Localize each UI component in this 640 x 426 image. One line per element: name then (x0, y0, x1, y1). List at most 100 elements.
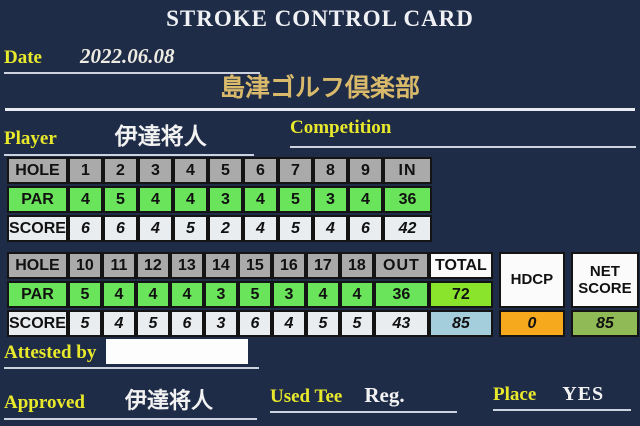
back-score-sum: 43 (373, 310, 429, 337)
hole-cell: 2 (103, 157, 138, 184)
score-row-header: SCORE (7, 310, 68, 337)
hole-row-header: HOLE (7, 157, 68, 184)
hole-cell: 14 (203, 252, 238, 279)
back-score-row: SCORE 5 4 5 6 3 6 4 5 5 43 85 (7, 310, 493, 337)
score-cell: 6 (169, 310, 204, 337)
par-cell: 3 (271, 281, 306, 308)
net-score-header: NET SCORE (570, 252, 639, 308)
back-nine-section: HOLE 10 11 12 13 14 15 16 17 18 OUT TOTA… (7, 250, 639, 339)
approved-field: Approved 伊達将人 (4, 383, 257, 420)
hdcp-value: 0 (498, 310, 565, 337)
hole-cell: 1 (68, 157, 103, 184)
par-row-header: PAR (7, 186, 68, 213)
hole-cell: 16 (271, 252, 306, 279)
club-name: 島津ゴルフ倶楽部 (219, 74, 420, 102)
score-cell: 6 (68, 215, 103, 242)
par-cell: 3 (313, 186, 348, 213)
par-cell: 3 (203, 281, 238, 308)
place-value: YES (562, 383, 605, 405)
hole-cell: 18 (339, 252, 374, 279)
back-par-sum: 36 (373, 281, 429, 308)
hole-cell: 10 (67, 252, 102, 279)
hole-cell: 3 (138, 157, 173, 184)
score-cell: 5 (67, 310, 102, 337)
player-label: Player (4, 128, 57, 149)
front-par-row: PAR 4 5 4 4 3 4 5 3 4 36 (7, 186, 432, 213)
front-hole-row: HOLE 1 2 3 4 5 6 7 8 9 IN (7, 157, 432, 184)
par-cell: 5 (237, 281, 272, 308)
par-cell: 4 (339, 281, 374, 308)
competition-field[interactable]: Competition (290, 117, 636, 148)
score-cell: 4 (101, 310, 136, 337)
place-label: Place (493, 384, 537, 405)
score-cell: 5 (135, 310, 170, 337)
hdcp-header: HDCP (498, 252, 565, 308)
par-cell: 5 (103, 186, 138, 213)
par-cell: 4 (169, 281, 204, 308)
par-row-header: PAR (7, 281, 68, 308)
date-value: 2022.06.08 (79, 44, 175, 68)
par-cell: 5 (67, 281, 102, 308)
approved-label: Approved (4, 392, 85, 413)
approved-name: 伊達将人 (124, 388, 213, 413)
back-par-row: PAR 5 4 4 4 3 5 3 4 4 36 72 (7, 281, 493, 308)
net-score-column: NET SCORE 85 (570, 252, 639, 339)
hole-row-header: HOLE (7, 252, 68, 279)
par-cell: 5 (278, 186, 313, 213)
hole-cell: 4 (173, 157, 208, 184)
par-cell: 4 (243, 186, 278, 213)
hole-cell: 17 (305, 252, 340, 279)
score-cell: 2 (208, 215, 243, 242)
page-title: STROKE CONTROL CARD (166, 6, 474, 31)
hole-cell: 8 (313, 157, 348, 184)
total-header: TOTAL (428, 252, 493, 279)
hole-cell: 9 (348, 157, 383, 184)
par-cell: 4 (101, 281, 136, 308)
hole-cell: 12 (135, 252, 170, 279)
par-cell: 4 (138, 186, 173, 213)
par-total: 72 (428, 281, 493, 308)
score-cell: 6 (237, 310, 272, 337)
front-score-sum: 42 (383, 215, 432, 242)
place-field: Place YES (493, 383, 631, 411)
front-score-row: SCORE 6 6 4 5 2 4 5 4 6 42 (7, 215, 432, 242)
hole-cell: 5 (208, 157, 243, 184)
par-cell: 4 (348, 186, 383, 213)
used-tee-value: Reg. (364, 383, 405, 407)
net-score-value: 85 (570, 310, 639, 337)
player-name: 伊達将人 (114, 123, 207, 149)
par-cell: 4 (135, 281, 170, 308)
club-name-field: 島津ゴルフ倶楽部 (5, 68, 635, 111)
front-par-sum: 36 (383, 186, 432, 213)
score-cell: 6 (348, 215, 383, 242)
hole-cell: 11 (101, 252, 136, 279)
used-tee-field: Used Tee Reg. (270, 383, 457, 413)
score-cell: 4 (271, 310, 306, 337)
score-cell: 5 (278, 215, 313, 242)
competition-label: Competition (290, 117, 392, 138)
front-nine-table: HOLE 1 2 3 4 5 6 7 8 9 IN PAR 4 5 4 4 3 … (7, 155, 432, 244)
score-cell: 5 (305, 310, 340, 337)
attested-label: Attested by (4, 342, 97, 363)
player-field: Player 伊達将人 (4, 117, 254, 156)
attested-field: Attested by (4, 339, 259, 369)
date-label: Date (4, 47, 42, 68)
score-cell: 3 (203, 310, 238, 337)
used-tee-label: Used Tee (270, 386, 343, 407)
score-cell: 5 (173, 215, 208, 242)
score-row-header: SCORE (7, 215, 68, 242)
score-cell: 6 (103, 215, 138, 242)
score-cell: 4 (243, 215, 278, 242)
score-cell: 4 (313, 215, 348, 242)
score-total: 85 (428, 310, 493, 337)
back-sum-label: OUT (373, 252, 429, 279)
signature-box[interactable] (106, 339, 249, 364)
hole-cell: 15 (237, 252, 272, 279)
hole-cell: 13 (169, 252, 204, 279)
par-cell: 4 (305, 281, 340, 308)
par-cell: 4 (173, 186, 208, 213)
hole-cell: 6 (243, 157, 278, 184)
hdcp-column: HDCP 0 (498, 252, 565, 339)
par-cell: 4 (68, 186, 103, 213)
